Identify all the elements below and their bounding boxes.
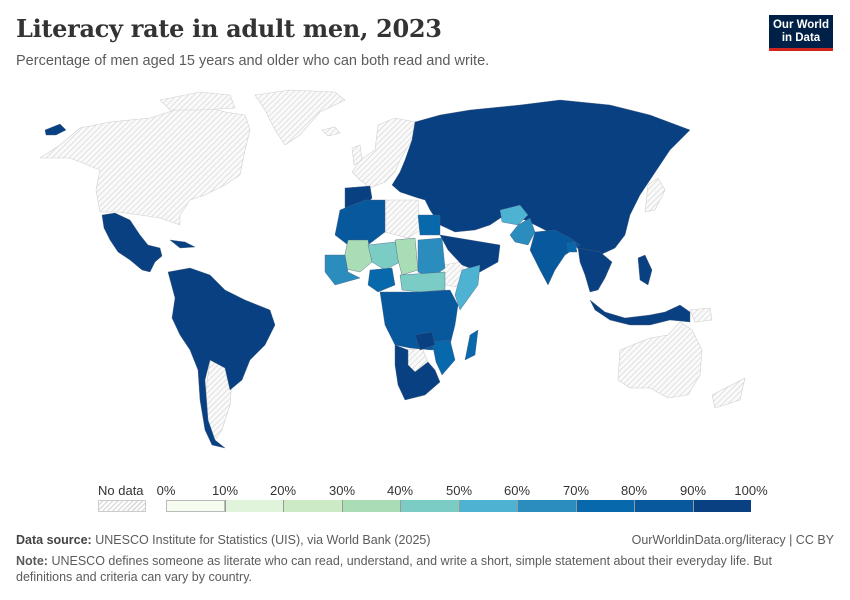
no-data-regions	[38, 89, 746, 441]
region-southeast-asia	[577, 247, 613, 293]
region-alaska-russia	[44, 123, 67, 136]
legend-tick-30: 30%	[328, 483, 356, 498]
region-egypt	[417, 214, 441, 236]
region-mexico	[101, 212, 163, 273]
legend-tick-90: 90%	[679, 483, 707, 498]
legend-tick-40: 40%	[386, 483, 414, 498]
footer-source: Data source: UNESCO Institute for Statis…	[16, 533, 834, 547]
note-label: Note:	[16, 554, 48, 568]
legend-bin-90-100[interactable]	[693, 500, 751, 512]
source-text: UNESCO Institute for Statistics (UIS), v…	[95, 533, 431, 547]
legend-bin-10-20[interactable]	[225, 500, 283, 512]
region-canada-islands	[159, 91, 236, 111]
region-arabia	[439, 234, 501, 273]
data-regions	[44, 99, 691, 449]
region-uk	[351, 144, 363, 166]
region-indonesia	[589, 299, 691, 326]
legend-tick-20: 20%	[269, 483, 297, 498]
region-niger	[367, 241, 401, 271]
legend-tick-70: 70%	[562, 483, 590, 498]
legend-tick-60: 60%	[503, 483, 531, 498]
region-chad	[394, 237, 419, 276]
legend-bin-30-40[interactable]	[342, 500, 400, 512]
region-southern-africa	[394, 344, 441, 401]
logo-line-2: in Data	[781, 32, 821, 44]
region-philippines	[637, 254, 653, 286]
region-madagascar	[464, 329, 479, 361]
region-new-zealand	[711, 377, 746, 409]
region-libya	[384, 199, 421, 239]
region-australia	[617, 321, 703, 399]
legend-no-data-swatch[interactable]	[98, 500, 146, 512]
region-west-africa	[324, 254, 361, 286]
source-url-link[interactable]: OurWorldinData.org/literacy | CC BY	[631, 533, 834, 547]
region-afghanistan	[499, 204, 529, 226]
region-bangladesh	[566, 241, 578, 253]
legend-bin-60-70[interactable]	[517, 500, 576, 512]
legend-bin-0-10[interactable]	[166, 500, 225, 512]
legend-no-data-label: No data	[98, 483, 144, 498]
logo-line-1: Our World	[772, 19, 829, 31]
legend-bin-80-90[interactable]	[634, 500, 693, 512]
region-japan	[644, 177, 666, 213]
region-nigeria	[367, 267, 396, 293]
legend-tick-80: 80%	[620, 483, 648, 498]
region-north-america	[38, 105, 251, 226]
chart-subtitle: Percentage of men aged 15 years and olde…	[16, 53, 490, 69]
region-cuba	[169, 239, 196, 249]
region-south-america	[167, 267, 276, 449]
footer-note: Note: UNESCO defines someone as literate…	[16, 553, 806, 585]
region-mozambique	[431, 339, 456, 376]
region-ssudan-car	[399, 271, 446, 293]
world-map[interactable]	[0, 85, 850, 465]
legend-bin-70-80[interactable]	[576, 500, 634, 512]
legend-bin-20-30[interactable]	[283, 500, 342, 512]
note-text: UNESCO defines someone as literate who c…	[16, 554, 772, 584]
region-somalia	[454, 264, 481, 311]
region-pakistan	[509, 217, 536, 246]
source-label: Data source:	[16, 533, 92, 547]
region-greenland	[254, 89, 346, 146]
region-algeria-morocco	[334, 199, 386, 246]
legend-tick-0: 0%	[156, 483, 176, 498]
color-legend: No data 0% 10% 20% 30% 40% 50% 60% 70% 8…	[0, 478, 850, 518]
region-sudan	[417, 237, 446, 279]
legend-bin-50-60[interactable]	[459, 500, 517, 512]
legend-tick-10: 10%	[211, 483, 239, 498]
chart-title: Literacy rate in adult men, 2023	[16, 14, 442, 43]
owid-logo[interactable]: Our World in Data	[769, 15, 833, 51]
legend-tick-100: 100%	[734, 483, 768, 498]
region-zimbabwe	[414, 331, 436, 351]
region-iceland	[321, 126, 341, 137]
region-png	[689, 307, 713, 323]
legend-tick-50: 50%	[445, 483, 473, 498]
legend-bin-40-50[interactable]	[400, 500, 459, 512]
